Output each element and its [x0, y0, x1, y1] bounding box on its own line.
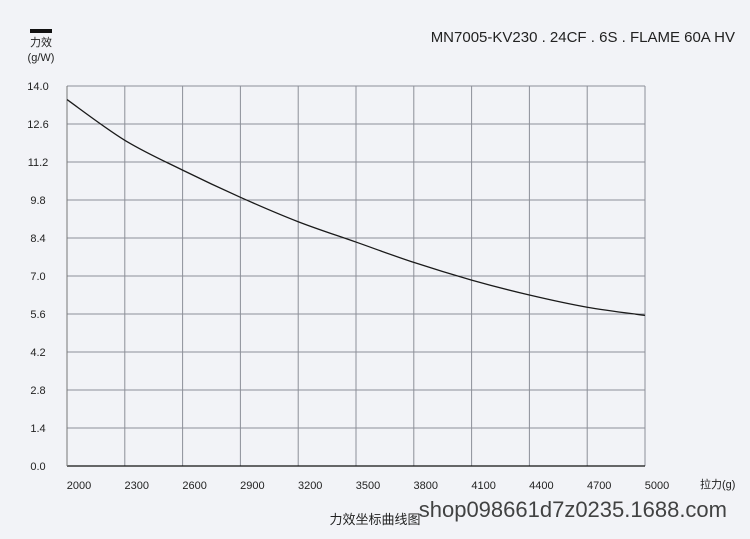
series-line [66, 99, 646, 317]
y-tick-label: 11.2 [28, 157, 49, 169]
x-tick-label: 2000 [67, 480, 91, 492]
x-tick-label: 2600 [182, 480, 206, 492]
series-group [66, 99, 646, 317]
x-tick-label: 4400 [529, 480, 553, 492]
y-tick-labels: 0.0 1.4 2.8 4.2 5.6 7.0 8.4 9.8 11.2 12.6 14.0 [27, 81, 48, 473]
chart-title: MN7005-KV230 . 24CF . 6S . FLAME 60A HV [431, 29, 735, 46]
y-tick-label: 5.6 [30, 309, 45, 321]
y-tick-label: 1.4 [30, 423, 45, 435]
x-tick-labels: 2000 2300 2600 2900 3200 3500 3800 4100 4400 4700… [67, 480, 669, 492]
x-axis-label: 拉力(g) [700, 477, 735, 491]
x-tick-label: 5000 [645, 480, 669, 492]
x-tick-label: 3800 [414, 480, 438, 492]
x-tick-label: 2300 [125, 480, 149, 492]
x-tick-label: 4700 [587, 480, 611, 492]
y-tick-label: 4.2 [30, 347, 45, 359]
y-tick-label: 8.4 [30, 233, 45, 245]
watermark: shop098661d7z0235.1688.com [419, 497, 727, 522]
y-axis-label-unit: (g/W) [28, 52, 55, 64]
y-tick-label: 7.0 [30, 271, 45, 283]
grid [66, 85, 646, 467]
y-tick-label: 2.8 [30, 385, 45, 397]
y-axis-marker [30, 29, 52, 33]
y-axis-label-name: 力效 [30, 35, 52, 49]
x-tick-label: 2900 [240, 480, 264, 492]
x-tick-label: 3200 [298, 480, 322, 492]
x-tick-label: 3500 [356, 480, 380, 492]
chart-caption: 力效坐标曲线图 [329, 512, 420, 527]
y-tick-label: 0.0 [30, 461, 45, 473]
y-tick-label: 14.0 [27, 81, 48, 93]
y-tick-label: 12.6 [27, 119, 48, 131]
x-tick-label: 4100 [471, 480, 495, 492]
y-tick-label: 9.8 [30, 195, 45, 207]
